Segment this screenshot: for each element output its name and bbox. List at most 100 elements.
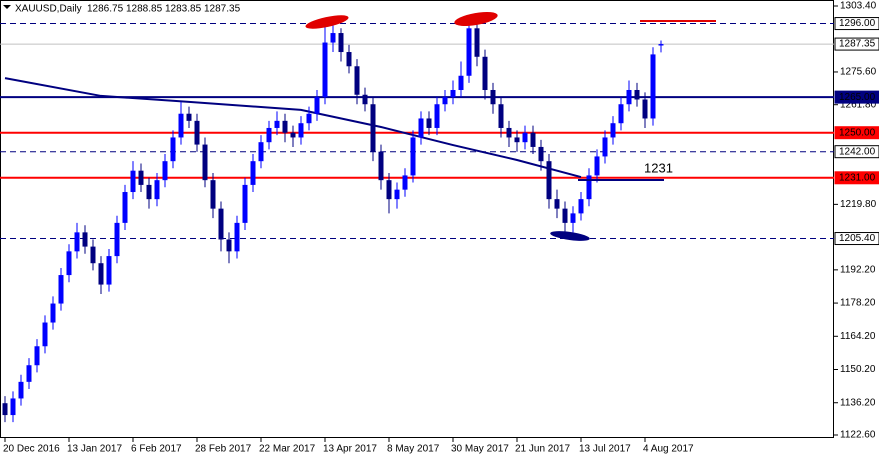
candle-body xyxy=(490,89,496,105)
candle-body xyxy=(602,137,608,157)
candle-body xyxy=(586,175,592,200)
level-label-box xyxy=(834,145,879,159)
candle-body xyxy=(434,104,440,128)
candle-body xyxy=(514,137,520,143)
high-value: 1288.85 xyxy=(126,4,163,15)
candle-body xyxy=(394,189,400,200)
candle-body xyxy=(250,161,256,185)
annotation: 1231 xyxy=(644,160,673,175)
moving-average xyxy=(4,77,582,179)
candle-body xyxy=(314,97,320,114)
candle-body xyxy=(138,170,144,185)
y-tick-label: 1122.60 xyxy=(840,430,876,441)
plot-frame xyxy=(0,0,834,438)
candle-body xyxy=(186,113,192,121)
level-label: 1287.35 xyxy=(839,39,876,50)
candle-body xyxy=(578,199,584,214)
candle-body xyxy=(114,222,120,257)
symbol: XAUUSD,Daily xyxy=(15,4,82,15)
x-tick-label: 6 Feb 2017 xyxy=(131,444,182,455)
candle-body xyxy=(178,113,184,138)
candle-body xyxy=(10,398,16,416)
level-label: 1231.00 xyxy=(839,172,876,183)
candle-body xyxy=(154,180,160,200)
y-tick-label: 1219.80 xyxy=(840,199,877,210)
candle-body xyxy=(370,104,376,152)
candle-body xyxy=(66,251,72,276)
candle-body xyxy=(426,118,432,128)
candle-body xyxy=(90,246,96,264)
header-icon xyxy=(3,5,11,9)
candle-body xyxy=(50,303,56,323)
candle-body xyxy=(362,94,368,105)
candle-body xyxy=(202,144,208,181)
candle-body xyxy=(146,184,152,200)
level-label: 1242.00 xyxy=(839,146,876,157)
close-value: 1287.35 xyxy=(204,4,241,15)
candle-body xyxy=(498,104,504,128)
candle-body xyxy=(58,275,64,304)
candle-body xyxy=(282,120,288,133)
candle-body xyxy=(554,199,560,209)
candle-body xyxy=(258,142,264,162)
y-tick-label: 1150.20 xyxy=(840,364,876,375)
candle-body xyxy=(74,232,80,252)
candle-body xyxy=(242,184,248,223)
candle-body xyxy=(338,33,344,53)
candle-body xyxy=(538,146,544,162)
candle-body xyxy=(106,256,112,285)
y-tick-label: 1261.80 xyxy=(840,99,877,110)
candle-body xyxy=(306,113,312,124)
candle-body xyxy=(34,346,40,366)
candle-body xyxy=(546,161,552,200)
low-value: 1283.85 xyxy=(165,4,202,15)
open-value: 1286.75 xyxy=(87,4,124,15)
level-label-box xyxy=(834,232,879,246)
candle-body xyxy=(458,75,464,90)
level-label: 1205.40 xyxy=(839,233,876,244)
level-label-box xyxy=(834,90,879,104)
x-tick-label: 8 May 2017 xyxy=(387,444,440,455)
candle-body xyxy=(410,137,416,176)
candle-body xyxy=(346,52,352,67)
x-tick-label: 4 Aug 2017 xyxy=(643,444,694,455)
candle-body xyxy=(130,170,136,193)
candle-body xyxy=(386,180,392,200)
peak-highlight xyxy=(454,11,498,27)
candle-body xyxy=(218,208,224,240)
level-label-box xyxy=(834,126,879,140)
candle-body xyxy=(594,156,600,176)
y-tick-label: 1303.40 xyxy=(840,1,877,12)
level-label-box xyxy=(834,17,879,31)
y-tick-label: 1164.20 xyxy=(840,331,876,342)
marks xyxy=(0,21,834,423)
candle-body xyxy=(234,222,240,252)
candle-body xyxy=(610,123,616,138)
level-label: 1250.00 xyxy=(839,127,876,138)
candle-body xyxy=(194,120,200,145)
candle-body xyxy=(354,66,360,95)
y-tick-label: 1275.60 xyxy=(840,67,877,78)
x-tick-label: 28 Feb 2017 xyxy=(195,444,252,455)
candle-body xyxy=(298,123,304,138)
level-label: 1265.00 xyxy=(839,92,876,103)
candle-body xyxy=(530,132,536,147)
level-label-box xyxy=(834,171,879,185)
candle-body xyxy=(322,42,328,98)
candle-body xyxy=(482,56,488,90)
candle-body xyxy=(506,127,512,138)
candle-body xyxy=(618,104,624,124)
x-tick-label: 13 Jul 2017 xyxy=(579,444,631,455)
candle-body xyxy=(642,99,648,119)
candle-body xyxy=(266,127,272,143)
candle-body xyxy=(474,28,480,57)
x-tick-label: 30 May 2017 xyxy=(451,444,509,455)
candle-body xyxy=(450,89,456,98)
x-tick-label: 22 Mar 2017 xyxy=(259,444,316,455)
candle-body xyxy=(626,89,632,105)
candle-body xyxy=(98,263,104,285)
candle-body xyxy=(522,132,528,143)
x-tick-label: 20 Dec 2016 xyxy=(3,444,60,455)
candle-body xyxy=(18,381,24,399)
